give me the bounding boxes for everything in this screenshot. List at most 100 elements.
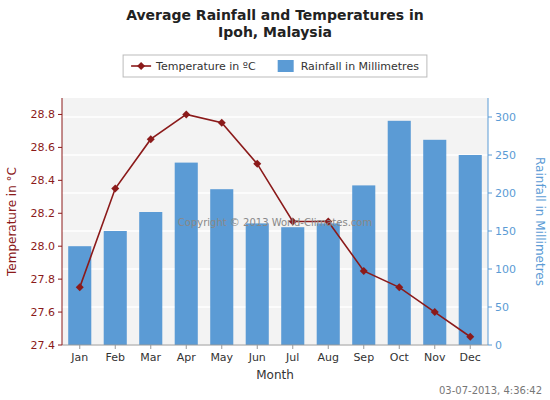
temperature-marker: [253, 160, 261, 168]
y-tick: [58, 180, 62, 181]
x-tick-label: Aug: [318, 351, 339, 364]
bar: [175, 163, 198, 345]
y2-tick-label: 0: [495, 339, 502, 352]
x-tick: [434, 345, 435, 349]
x-tick-label: Jun: [248, 351, 266, 364]
bar: [139, 212, 162, 345]
bar: [104, 231, 127, 345]
bar: [68, 246, 91, 345]
y2-axis-label: Rainfall in Millimetres: [533, 157, 547, 286]
timestamp: 03-07-2013, 4:36:42: [439, 385, 542, 396]
temperature-line: [80, 114, 471, 336]
x-tick: [79, 345, 80, 349]
x-tick-label: May: [210, 351, 233, 364]
y-tick-label: 28.0: [31, 240, 56, 253]
y2-tick-label: 250: [495, 149, 516, 162]
y-tick-label: 28.8: [31, 108, 56, 121]
y-tick-label: 28.6: [31, 141, 56, 154]
x-tick-label: Jan: [70, 351, 88, 364]
bar: [423, 140, 446, 345]
plot-area: [62, 98, 488, 345]
temperature-marker: [111, 185, 119, 193]
y-tick: [58, 312, 62, 313]
x-tick-label: Oct: [390, 351, 410, 364]
x-tick-label: Apr: [177, 351, 197, 364]
x-tick-label: Feb: [106, 351, 125, 364]
y2-tick-label: 50: [495, 301, 509, 314]
y-tick-label: 28.2: [31, 207, 56, 220]
y-tick-label: 27.6: [31, 306, 56, 319]
x-tick: [150, 345, 151, 349]
x-tick: [221, 345, 222, 349]
temperature-marker: [395, 283, 403, 291]
x-tick-label: Sep: [353, 351, 374, 364]
y2-tick: [488, 231, 492, 232]
bar: [352, 185, 375, 345]
y2-tick: [488, 193, 492, 194]
y2-tick: [488, 307, 492, 308]
y2-tick-label: 100: [495, 263, 516, 276]
bar: [317, 223, 340, 345]
x-tick: [328, 345, 329, 349]
y2-tick-label: 150: [495, 225, 516, 238]
legend: Temperature in ºC Rainfall in Millimetres: [123, 55, 427, 77]
legend-label: Rainfall in Millimetres: [301, 60, 419, 73]
y-tick-label: 28.4: [31, 174, 56, 187]
x-axis-line: [62, 345, 488, 346]
bar: [459, 155, 482, 345]
temperature-marker: [147, 135, 155, 143]
x-tick: [292, 345, 293, 349]
y-tick: [58, 345, 62, 346]
y-tick: [58, 246, 62, 247]
y-tick: [58, 147, 62, 148]
title-line: Ipoh, Malaysia: [218, 24, 332, 40]
legend-label: Temperature in ºC: [155, 60, 256, 73]
temperature-marker: [466, 333, 474, 341]
title: Average Rainfall and Temperatures inIpoh…: [126, 7, 424, 40]
x-tick: [470, 345, 471, 349]
x-tick: [115, 345, 116, 349]
legend-item: Rainfall in Millimetres: [278, 60, 419, 73]
legend-swatch: [137, 62, 145, 70]
y2-tick-label: 200: [495, 187, 516, 200]
chart: Jan Feb Mar Apr May Jun Jul Aug Sep Oct Nov Dec 27.4…: [0, 0, 550, 400]
x-axis-label: Month: [256, 368, 294, 382]
x-tick-label: Dec: [460, 351, 481, 364]
temperature-marker: [182, 110, 190, 118]
bar: [388, 121, 411, 345]
title-line: Average Rainfall and Temperatures in: [126, 7, 424, 23]
temperature-marker: [218, 119, 226, 127]
temperature-marker: [360, 267, 368, 275]
y2-tick: [488, 155, 492, 156]
y2-tick: [488, 345, 492, 346]
bar: [281, 227, 304, 345]
x-tick: [186, 345, 187, 349]
x-tick-label: Jul: [285, 351, 299, 364]
copyright: Copyright © 2013 World-Climates.com: [178, 217, 372, 228]
y2-tick: [488, 117, 492, 118]
x-tick: [399, 345, 400, 349]
temperature-marker: [431, 308, 439, 316]
legend-item: Temperature in ºC: [131, 60, 256, 73]
x-tick: [257, 345, 258, 349]
bar: [246, 223, 269, 345]
grid-line: [62, 116, 488, 118]
y2-axis-line: [488, 98, 489, 345]
y-axis-line: [62, 98, 63, 345]
x-tick-label: Mar: [140, 351, 161, 364]
x-tick-label: Nov: [424, 351, 446, 364]
y-tick: [58, 114, 62, 115]
y-tick: [58, 279, 62, 280]
y-tick-label: 27.4: [31, 339, 56, 352]
temperature-marker: [76, 283, 84, 291]
y-tick-label: 27.8: [31, 273, 56, 286]
legend-swatch: [278, 60, 294, 72]
y-axis-label: Temperature in °C: [5, 167, 19, 277]
y2-tick-label: 300: [495, 111, 516, 124]
x-tick: [363, 345, 364, 349]
legend-frame: [123, 55, 427, 77]
bar: [210, 189, 233, 345]
y2-tick: [488, 269, 492, 270]
y-tick: [58, 213, 62, 214]
plot-marks: [68, 110, 482, 345]
